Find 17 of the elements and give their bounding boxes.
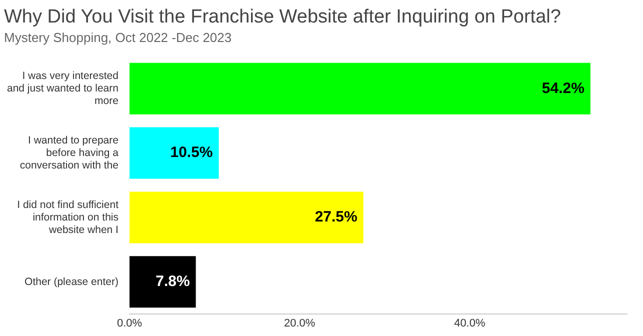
x-tick-label: 0.0% bbox=[116, 318, 142, 330]
chart-title: Why Did You Visit the Franchise Website after Inquiring on Portal? bbox=[4, 6, 561, 28]
chart-subtitle: Mystery Shopping, Oct 2022 -Dec 2023 bbox=[4, 30, 232, 46]
bar bbox=[129, 62, 590, 114]
y-tick-label: Other (please enter) bbox=[24, 276, 118, 288]
data-label: 7.8% bbox=[156, 273, 190, 290]
y-tick-label: I was very interested and just wanted to learn more bbox=[6, 70, 119, 108]
y-tick-label: I did not find sufficient information on this website when I bbox=[17, 198, 119, 236]
x-tick-label: 40.0% bbox=[454, 318, 486, 330]
data-label: 54.2% bbox=[542, 80, 584, 97]
x-tick-label: 20.0% bbox=[284, 318, 316, 330]
y-tick-label: I wanted to prepare before having a conversation with the bbox=[20, 134, 119, 172]
bar bbox=[129, 192, 364, 244]
data-label: 10.5% bbox=[170, 144, 213, 162]
bar bbox=[129, 127, 219, 179]
data-label: 27.5% bbox=[314, 208, 358, 226]
bar bbox=[129, 256, 196, 308]
